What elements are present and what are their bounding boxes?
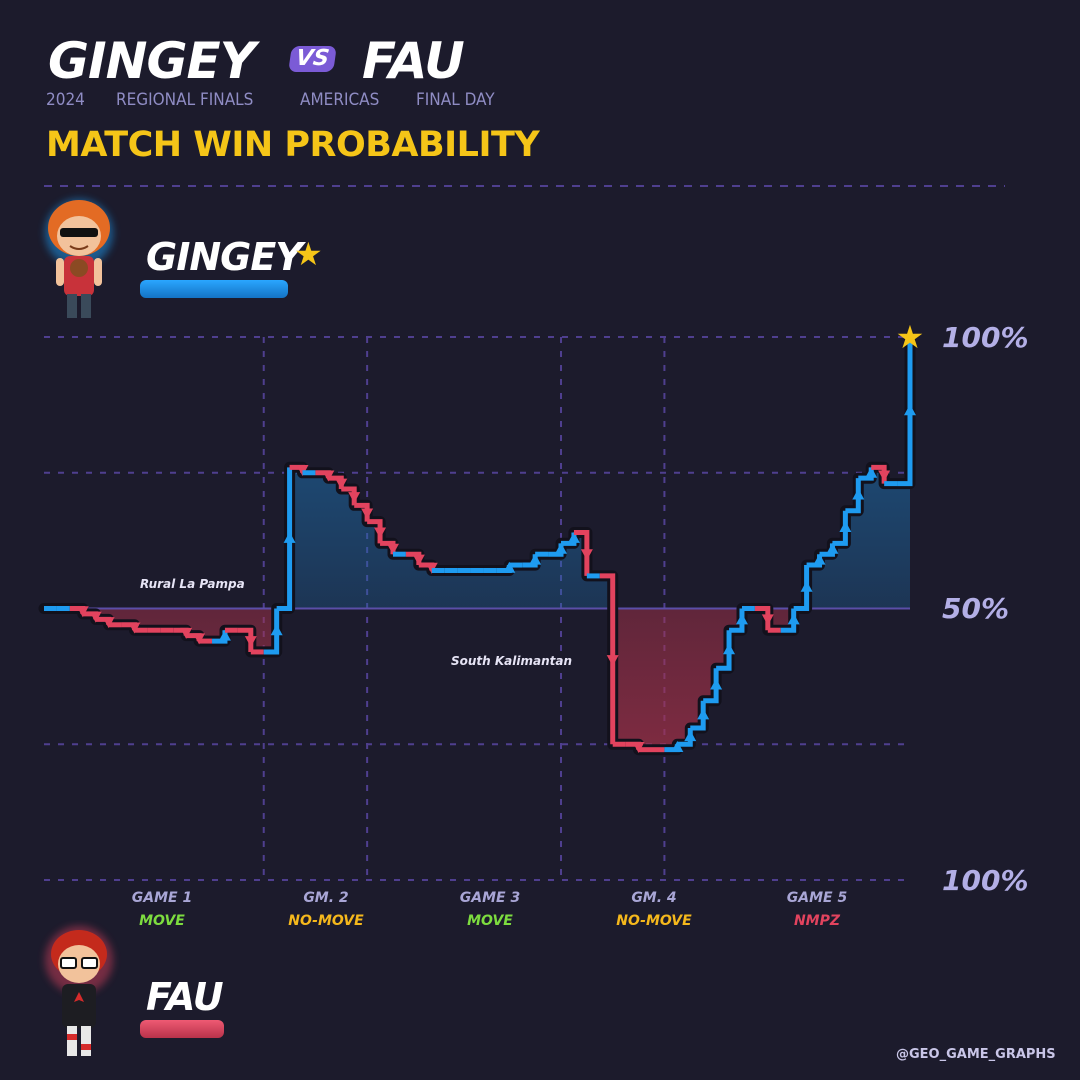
subtitle-region: AMERICAS — [300, 90, 380, 110]
game-mode-label: NO-MOVE — [616, 913, 692, 929]
gingey-round-win-marker — [723, 643, 736, 655]
axis-label-mid: 50% — [942, 592, 1010, 625]
game-label: GAME 1 — [131, 890, 193, 906]
subtitle-event: REGIONAL FINALS — [116, 90, 254, 110]
subtitle-day: FINAL DAY — [416, 90, 495, 110]
fau-round-win-marker — [374, 527, 387, 539]
gingey-round-win-marker — [270, 624, 283, 636]
game-mode-label: NMPZ — [793, 913, 841, 929]
subtitle-year: 2024 — [46, 90, 85, 110]
gingey-round-win-marker — [826, 542, 839, 554]
game-label: GM. 2 — [303, 890, 349, 906]
gingey-round-win-marker — [218, 629, 231, 641]
fau-round-win-marker — [335, 478, 348, 490]
gingey-round-win-marker — [904, 404, 916, 416]
fau-color-bar — [140, 1020, 224, 1038]
fau-round-win-marker — [761, 614, 774, 626]
gingey-avatar — [45, 199, 113, 318]
gingey-round-win-marker — [735, 613, 748, 625]
gingey-round-win-marker — [852, 488, 865, 500]
player1-title: GINGEY — [48, 32, 256, 90]
axis-label-bottom: 100% — [942, 864, 1029, 897]
game-label: GAME 5 — [786, 890, 848, 906]
fau-round-win-marker — [348, 492, 361, 504]
game-mode-label: NO-MOVE — [288, 913, 364, 929]
probability-line-shadow — [38, 331, 916, 756]
gingey-round-win-marker — [555, 542, 568, 554]
chart-title: MATCH WIN PROBABILITY — [46, 125, 540, 165]
gingey-round-win-marker — [710, 678, 723, 690]
fau-label: FAU — [146, 975, 224, 1019]
gingey-round-win-marker — [865, 466, 878, 478]
probability-segment — [897, 337, 913, 487]
gingey-round-win-marker — [839, 521, 852, 533]
gingey-round-win-marker — [503, 561, 516, 573]
gingey-round-win-marker — [697, 708, 710, 720]
probability-segment — [599, 573, 616, 745]
probability-segment — [793, 565, 810, 611]
gingey-round-win-marker — [813, 553, 826, 565]
game-label: GM. 4 — [631, 890, 677, 906]
gingey-round-win-marker — [684, 730, 697, 742]
fau-round-win-marker — [386, 543, 399, 555]
fau-round-win-marker — [412, 554, 425, 566]
gingey-round-win-marker — [567, 531, 580, 543]
annotation-rural-la-pampa: Rural La Pampa — [140, 577, 245, 591]
fau-round-win-marker — [606, 655, 619, 667]
probability-segment — [276, 467, 293, 611]
fau-round-win-marker — [580, 549, 593, 561]
probability-segment — [716, 630, 732, 671]
winner-star-icon: ★ — [294, 235, 323, 273]
gingey-round-win-marker — [787, 613, 800, 625]
player2-title: FAU — [362, 32, 465, 90]
credit-handle: @GEO_GAME_GRAPHS — [896, 1047, 1056, 1062]
game-mode-label: MOVE — [467, 913, 513, 929]
game-mode-label: MOVE — [139, 913, 185, 929]
fau-round-win-marker — [244, 636, 257, 648]
game-label: GAME 3 — [459, 890, 521, 906]
annotation-south-kalimantan: South Kalimantan — [451, 654, 573, 668]
gingey-round-win-marker — [283, 531, 296, 543]
fau-avatar — [45, 926, 113, 1056]
probability-segment — [263, 608, 280, 655]
gingey-round-win-marker — [800, 580, 813, 592]
probability-segment — [573, 529, 590, 576]
gingey-round-win-marker — [529, 553, 542, 565]
fau-lead-area — [44, 608, 910, 750]
match-win-star-icon: ★ — [896, 318, 925, 356]
fau-round-win-marker — [878, 470, 891, 482]
fau-round-win-marker — [361, 508, 374, 520]
gingey-label: GINGEY — [146, 235, 303, 279]
axis-label-top: 100% — [942, 321, 1029, 354]
gingey-lead-area — [44, 337, 910, 609]
gingey-color-bar — [140, 280, 288, 298]
